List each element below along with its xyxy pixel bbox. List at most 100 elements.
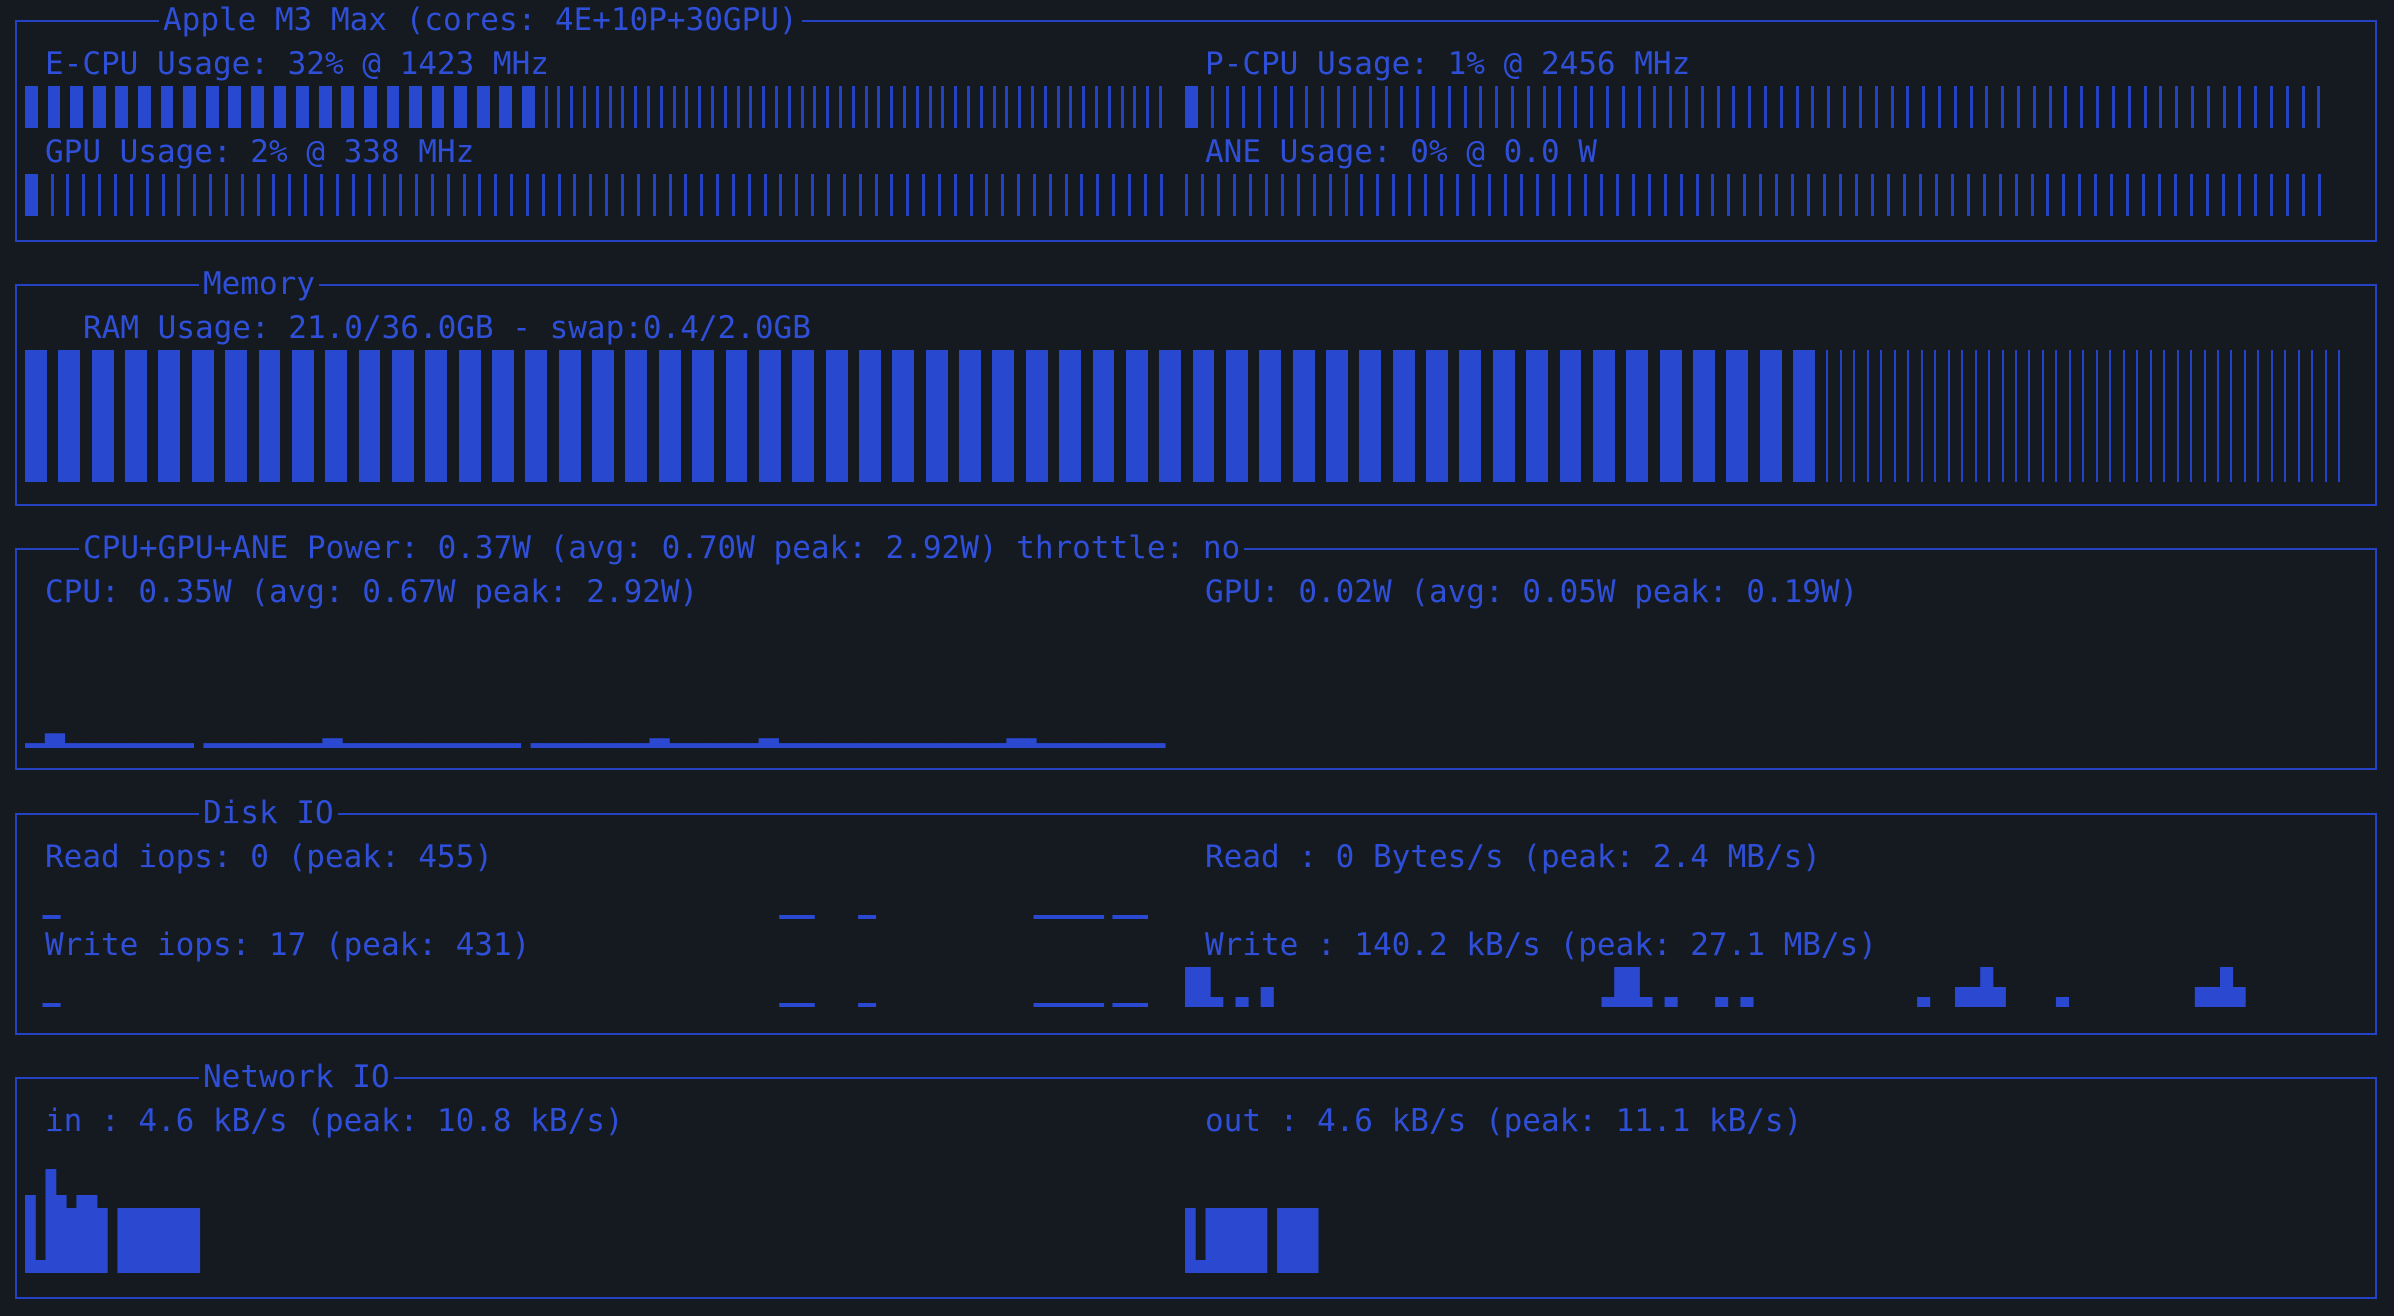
sparkline-bar [1740,997,1754,1007]
gauge-segment [1855,174,1859,216]
gauge-segment [1479,86,1483,128]
gauge-segment [864,86,868,128]
gauge-segment [1695,174,1699,216]
sparkline-bar [55,1195,67,1273]
gauge-segment [2230,350,2233,482]
sparkline-bar [2220,967,2234,1007]
sparkline-bar [117,1208,129,1273]
gauge-segment [2080,86,2084,128]
sparkline-bar [1135,743,1146,748]
sparkline-bar [748,743,760,748]
gauge-segment [1305,86,1309,128]
gauge-segment [1258,86,1262,128]
gauge-segment [2285,174,2289,216]
sparkline-bar [866,915,877,919]
gauge-segment [1472,174,1476,216]
gauge-segment [391,350,414,482]
gauge-segment [341,86,355,128]
gauge-segment [1048,174,1052,216]
gauge-segment [1337,86,1341,128]
gauge-segment [1853,350,1856,482]
gauge-segment [225,350,248,482]
gauge-segment [2203,350,2206,482]
sparkline-bar [1121,1003,1131,1007]
sparkline-bar [1129,915,1140,919]
gauge-segment [1663,174,1667,216]
sparkline-bar [510,743,522,748]
gauge-segment [1359,350,1382,482]
gauge-segment [114,174,118,216]
sparkline-bar [1036,743,1047,748]
sparkline-bar [805,915,815,919]
gauge-segment [2285,86,2289,128]
gauge-segment [1392,174,1396,216]
sparkline-bar [828,743,839,748]
gauge-segment [1128,174,1132,216]
gauge-segment [1248,174,1252,216]
gauge-segment [925,350,948,482]
sparkline-bar [1980,967,1994,1007]
sparkline-bar [887,743,898,748]
gauge-segment [2176,350,2179,482]
write-iops-label: Write iops: 17 (peak: 431) [45,927,531,963]
sparkline-bar [127,1208,139,1273]
gauge-segment [92,86,106,128]
sparkline-bar [42,915,52,919]
gauge-segment [1779,86,1783,128]
sparkline-bar [461,743,472,748]
sparkline-bar [2055,997,2069,1007]
sparkline-bar [560,743,571,748]
sparkline-bar [796,1003,806,1007]
gauge-segment [304,174,308,216]
pcpu-usage-gauge [1185,86,2321,128]
sparkline-bar [1145,743,1156,748]
gauge-segment [1558,86,1562,128]
sparkline-bar [600,743,611,748]
gauge-segment [2159,86,2163,128]
gauge-segment [1321,86,1325,128]
gauge-segment [1692,350,1715,482]
gauge-segment [1384,86,1388,128]
sparkline-bar [233,743,244,748]
gauge-segment [1902,174,1906,216]
gauge-segment [47,86,61,128]
sparkline-bar [1086,915,1096,919]
gauge-segment [1112,174,1116,216]
sparkline-bar [1059,1003,1070,1007]
sparkline-bar [779,1003,789,1007]
gauge-segment [2317,86,2321,128]
gauge-segment [2243,350,2246,482]
gauge-segment [1542,86,1546,128]
gauge-segment [1953,86,1957,128]
gauge-segment [193,174,197,216]
gauge-segment [1647,174,1651,216]
gauge-segment [1922,86,1926,128]
sparkline-bar [1601,997,1615,1007]
read-bandwidth-sparkline [1185,879,2321,919]
gauge-segment [1107,86,1111,128]
gauge-segment [1025,350,1048,482]
gauge-segment [1056,86,1060,128]
gauge-segment [1893,350,1896,482]
gauge-segment [325,350,348,482]
gauge-segment [1982,174,1986,216]
gauge-segment [1727,174,1731,216]
gauge-segment [1759,350,1782,482]
gauge-segment [1795,86,1799,128]
sparkline-bar [223,743,234,748]
gauge-segment [1080,174,1084,216]
sparkline-bar [153,743,165,748]
sparkline-bar [986,743,997,748]
gauge-segment [1947,350,1950,482]
gauge-segment [1159,350,1182,482]
sparkline-bar [956,743,968,748]
gauge-segment [937,174,941,216]
gauge-segment [915,86,919,128]
sparkline-bar [158,1208,170,1273]
power-panel-title: CPU+GPU+ANE Power: 0.37W (avg: 0.70W pea… [79,530,1245,566]
gauge-segment [454,86,468,128]
gauge-segment [877,86,881,128]
gauge-segment [595,86,599,128]
gauge-segment [1210,86,1214,128]
sparkline-bar [858,915,868,919]
